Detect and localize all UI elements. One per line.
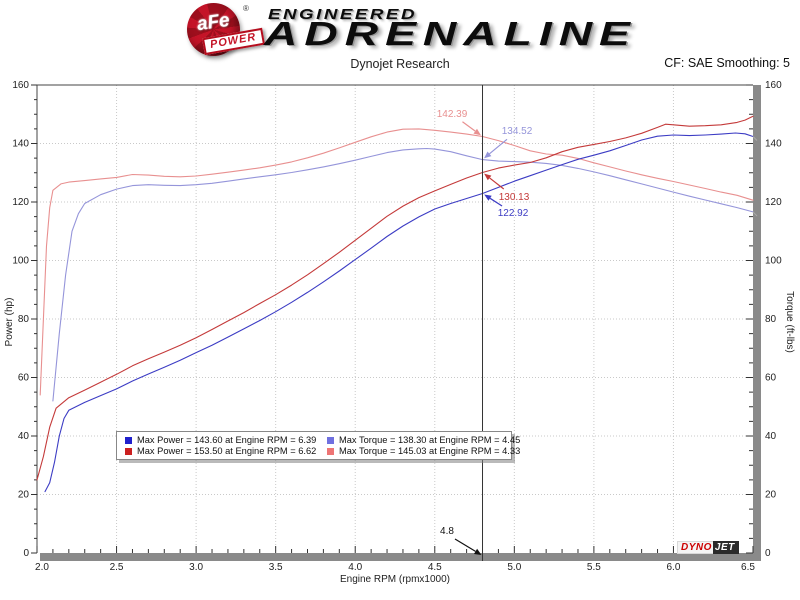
legend-swatch-torque_blue <box>327 436 334 444</box>
y-tick-label-right: 60 <box>765 373 777 384</box>
dynojet-logo-jet: JET <box>712 541 739 554</box>
y-tick-label-left: 140 <box>12 139 29 150</box>
x-tick-label: 4.0 <box>348 562 362 573</box>
chart-title: Dynojet Research <box>350 57 450 71</box>
y-tick-label-left: 20 <box>18 490 30 501</box>
y-axis-title-left: Power (hp) <box>4 298 15 347</box>
legend-text-torque_red: Max Torque = 145.03 at Engine RPM = 4.33 <box>339 446 521 456</box>
cursor-rpm-arrow-line <box>454 538 476 552</box>
curve-torque_blue <box>52 147 754 402</box>
callout-arrow-torque_red-line <box>462 121 476 132</box>
y-tick-label-right: 100 <box>765 256 782 267</box>
legend-entry-torque_red: Max Torque = 145.03 at Engine RPM = 4.33 <box>327 446 520 456</box>
callout-arrow-power_red-head <box>484 173 492 181</box>
callout-value-power_red: 130.13 <box>499 192 530 203</box>
x-tick-label: 3.5 <box>269 562 283 573</box>
registered-mark: ® <box>243 4 249 13</box>
legend-entry-torque_blue: Max Torque = 138.30 at Engine RPM = 4.45 <box>327 435 520 445</box>
dynojet-logo: DYNO JET <box>677 541 739 554</box>
y-tick-label-left: 40 <box>18 431 30 442</box>
callout-value-torque_red: 142.39 <box>437 109 468 120</box>
callout-arrow-torque_blue-line <box>489 138 508 155</box>
y-tick-label-right: 140 <box>765 139 782 150</box>
x-tick-label: 6.0 <box>666 562 680 573</box>
x-tick-label: 5.0 <box>507 562 521 573</box>
x-tick-label: 6.5 <box>741 562 755 573</box>
legend-swatch-power_blue <box>125 436 132 444</box>
y-tick-label-left: 120 <box>12 197 29 208</box>
legend-text-torque_blue: Max Torque = 138.30 at Engine RPM = 4.45 <box>339 435 521 445</box>
curve-power_red <box>36 115 754 481</box>
dynojet-logo-dyno: DYNO <box>677 541 713 554</box>
callout-value-power_blue: 122.92 <box>498 208 529 219</box>
y-tick-label-right: 80 <box>765 314 777 325</box>
brand-engineered: ENGINEERED <box>268 6 417 23</box>
y-axis-ticks: 0 0 20 20 40 40 60 60 80 80 100 100 120 120 140 140 160 1… <box>12 80 782 559</box>
x-axis-ticks: 2.0 2.5 3.0 3.5 4.0 4.5 5.0 5.5 6.0 6.5 <box>35 546 755 573</box>
curve-power_blue <box>44 132 754 493</box>
correction-smoothing-info: CF: SAE Smoothing: 5 <box>664 56 790 70</box>
y-tick-label-left: 80 <box>18 314 30 325</box>
cursor-rpm-label: 4.8 <box>440 526 454 537</box>
gridlines <box>37 85 753 553</box>
legend-entry-power_red: Max Power = 153.50 at Engine RPM = 6.62 <box>125 446 321 456</box>
callout-value-torque_blue: 134.52 <box>502 126 533 137</box>
y-tick-label-right: 20 <box>765 490 777 501</box>
x-tick-label: 4.5 <box>428 562 442 573</box>
y-tick-label-left: 160 <box>12 80 29 91</box>
y-tick-label-right: 0 <box>765 548 771 559</box>
x-tick-label: 2.0 <box>35 562 49 573</box>
y-tick-label-left: 0 <box>23 548 29 559</box>
legend-box: Max Power = 143.60 at Engine RPM = 6.39 M… <box>116 431 520 460</box>
y-tick-label-left: 60 <box>18 373 30 384</box>
callout-arrow-power_red-line <box>489 177 505 190</box>
y-tick-label-right: 40 <box>765 431 777 442</box>
x-axis-bar <box>40 553 761 561</box>
callout-arrow-power_blue-head <box>484 194 492 201</box>
x-tick-label: 2.5 <box>110 562 124 573</box>
brand-adrenaline: ADRENALINE <box>264 15 637 52</box>
x-tick-label: 5.5 <box>587 562 601 573</box>
callout-arrow-torque_blue-head <box>484 151 492 159</box>
callout-arrow-torque_red-head <box>473 128 481 136</box>
legend-entry-power_blue: Max Power = 143.60 at Engine RPM = 6.39 <box>125 435 321 445</box>
x-axis-title: Engine RPM (rpmx1000) <box>340 574 450 585</box>
y-tick-label-right: 120 <box>765 197 782 208</box>
legend-swatch-power_red <box>125 447 132 455</box>
y-tick-label-right: 160 <box>765 80 782 91</box>
legend-text-power_blue: Max Power = 143.60 at Engine RPM = 6.39 <box>137 435 317 445</box>
x-tick-label: 3.0 <box>189 562 203 573</box>
y-tick-label-left: 100 <box>12 256 29 267</box>
run-end-marker <box>752 211 758 217</box>
legend-text-power_red: Max Power = 153.50 at Engine RPM = 6.62 <box>137 446 317 456</box>
y-axis-title-right: Torque (ft-lbs) <box>784 291 795 353</box>
y-axis-right-bar <box>753 85 761 561</box>
legend-swatch-torque_red <box>327 447 334 455</box>
run-end-marker <box>752 136 758 141</box>
callout-arrow-power_blue-line <box>489 197 503 207</box>
cursor-rpm-arrow-head <box>474 548 482 555</box>
curve-torque_red <box>39 128 754 396</box>
